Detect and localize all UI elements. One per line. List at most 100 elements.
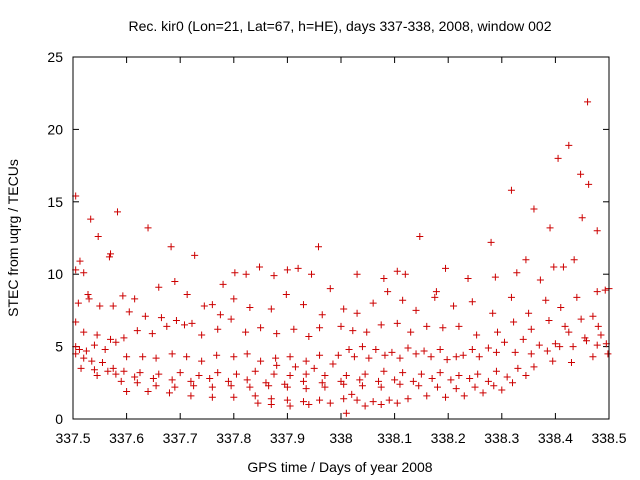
data-point [443,356,451,364]
data-point [120,334,128,342]
data-point [500,338,508,346]
data-point [494,328,502,336]
data-point [358,382,366,390]
data-point [75,345,83,353]
data-point [509,379,517,387]
data-point [375,377,383,385]
data-point [511,348,519,356]
data-point [281,380,289,388]
data-point [589,353,597,361]
data-point [573,293,581,301]
data-point [305,332,313,340]
data-point [557,304,565,312]
data-point [439,324,447,332]
data-point [85,295,93,303]
data-point [567,359,575,367]
data-point [589,312,597,320]
data-point [363,328,371,336]
data-point [305,401,313,409]
data-point [530,205,538,213]
data-point [117,377,125,385]
data-point [393,319,401,327]
data-point [136,369,144,377]
data-point [318,311,326,319]
data-point [550,263,558,271]
data-point [380,367,388,375]
data-point [442,393,450,401]
data-point [251,392,259,400]
data-point [155,370,163,378]
data-point [172,317,180,325]
data-point [200,302,208,310]
data-point [522,256,530,264]
data-point [412,350,420,358]
data-point [329,360,337,368]
data-point [487,238,495,246]
data-point [455,322,463,330]
data-point [369,299,377,307]
data-point [326,399,334,407]
data-point [163,322,171,330]
data-point [489,309,497,317]
data-point [393,267,401,275]
data-point [112,370,120,378]
data-point [283,396,291,404]
x-tick-label: 338.1 [377,430,412,446]
data-point [94,233,102,241]
data-point [267,401,275,409]
data-point [101,345,109,353]
data-point [409,377,417,385]
data-point [90,366,98,374]
data-point [299,377,307,385]
data-point [460,392,468,400]
data-point [431,293,439,301]
data-point [299,301,307,309]
data-point [152,354,160,362]
data-point [93,372,101,380]
data-point [267,305,275,313]
data-point [484,377,492,385]
data-point [545,317,553,325]
data-point [542,296,550,304]
data-point [594,322,602,330]
data-point [113,208,121,216]
data-point [310,364,318,372]
data-point [214,369,222,377]
data-point [104,367,112,375]
data-point [559,263,567,271]
data-point [316,351,324,359]
data-point [377,321,385,329]
data-point [527,325,535,333]
data-point [369,398,377,406]
data-point [283,266,291,274]
data-point [535,341,543,349]
data-point [565,328,573,336]
data-point [80,328,88,336]
data-point [475,353,483,361]
data-point [353,396,361,404]
data-point [144,387,152,395]
data-point [464,275,472,283]
data-point [144,224,152,232]
data-point [436,369,444,377]
data-points [72,98,613,417]
data-point [423,392,431,400]
data-point [318,379,326,387]
y-axis-label: STEC from uqrg / TECUs [5,159,21,317]
data-point [393,399,401,407]
data-point [208,393,216,401]
data-point [231,269,239,277]
data-point [213,351,221,359]
data-point [316,396,324,404]
x-tick-label: 337.7 [163,430,198,446]
data-point [232,370,240,378]
data-point [90,341,98,349]
data-point [286,353,294,361]
data-point [492,348,500,356]
data-point [396,354,404,362]
data-point [257,324,265,332]
data-point [141,312,149,320]
data-point [206,374,214,382]
data-point [503,373,511,381]
